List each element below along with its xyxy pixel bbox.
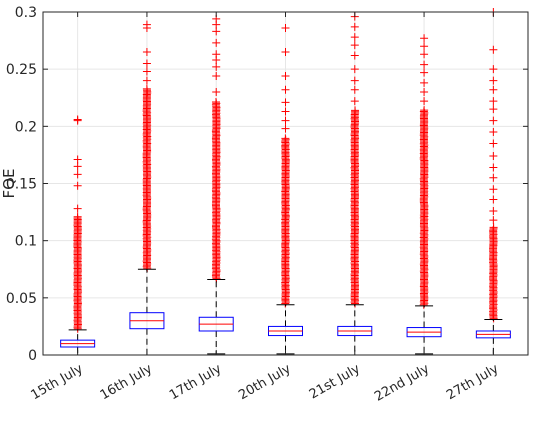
- box-6: [406, 34, 442, 355]
- outlier-marker: [489, 152, 498, 161]
- outlier-marker: [489, 185, 498, 194]
- box-3: [198, 14, 234, 355]
- outlier-marker: [281, 24, 290, 33]
- outlier-marker: [420, 42, 429, 51]
- y-tick-label: 0.2: [15, 119, 37, 135]
- outlier-marker: [73, 181, 82, 190]
- outlier-marker: [281, 72, 290, 81]
- y-tick-label: 0.1: [15, 234, 37, 250]
- outlier-marker: [420, 68, 429, 77]
- outlier-marker: [350, 22, 359, 31]
- outlier-marker: [489, 163, 498, 172]
- outlier-marker: [489, 216, 498, 225]
- box-1: [60, 115, 96, 356]
- outlier-marker: [212, 38, 221, 47]
- outlier-marker: [489, 173, 498, 182]
- outlier-marker: [73, 212, 82, 221]
- outlier-marker: [350, 33, 359, 42]
- y-tick-label: 0: [28, 348, 37, 364]
- x-tick-label: 21st July: [307, 361, 363, 402]
- outlier-marker: [281, 134, 290, 143]
- outlier-marker: [489, 105, 498, 114]
- x-tick-label: 17th July: [167, 361, 224, 403]
- outlier-marker: [350, 41, 359, 50]
- outlier-marker: [212, 50, 221, 59]
- outlier-marker: [212, 27, 221, 36]
- box-2: [129, 20, 165, 356]
- outlier-marker: [212, 62, 221, 71]
- outlier-marker: [489, 97, 498, 106]
- outlier-marker: [489, 116, 498, 125]
- outlier-marker: [350, 51, 359, 60]
- outlier-marker: [142, 59, 151, 68]
- outlier-marker: [73, 204, 82, 213]
- outlier-marker: [350, 76, 359, 85]
- outlier-marker: [142, 84, 151, 93]
- y-axis-label: FQE: [0, 169, 18, 199]
- outlier-marker: [142, 48, 151, 57]
- outlier-marker: [420, 50, 429, 59]
- x-tick-label: 16th July: [98, 361, 155, 403]
- y-tick-label: 0.15: [6, 177, 37, 193]
- x-tick-label: 15th July: [28, 361, 85, 403]
- outlier-marker: [489, 76, 498, 85]
- y-tick-label: 0.25: [6, 62, 37, 78]
- outlier-marker: [281, 48, 290, 57]
- outlier-marker: [489, 223, 498, 232]
- outlier-marker: [281, 124, 290, 133]
- y-axis-ticks: 0 0.05 0.1 0.15 0.2 0.25 0.3: [6, 5, 528, 364]
- outlier-marker: [420, 34, 429, 43]
- outlier-marker: [489, 45, 498, 54]
- outlier-marker: [281, 107, 290, 116]
- outlier-marker: [73, 115, 82, 124]
- outlier-marker: [420, 97, 429, 106]
- x-tick-label: 22nd July: [372, 361, 432, 404]
- box-4: [268, 24, 303, 355]
- outlier-marker: [420, 106, 429, 115]
- outlier-marker: [489, 128, 498, 137]
- outlier-marker: [489, 206, 498, 215]
- x-tick-label: 27th July: [444, 361, 501, 403]
- outlier-marker: [350, 97, 359, 106]
- outlier-marker: [212, 72, 221, 81]
- outlier-marker: [350, 85, 359, 94]
- y-tick-label: 0.3: [15, 5, 37, 21]
- outlier-marker: [211, 97, 220, 106]
- box-5: [337, 12, 373, 356]
- outlier-marker: [142, 20, 151, 29]
- x-axis-ticks: 15th July 16th July 17th July 20th July 21st…: [28, 12, 502, 405]
- axes: 0 0.05 0.1 0.15 0.2 0.25 0.3 15th July 16th Jul…: [0, 5, 529, 405]
- outlier-marker: [212, 88, 221, 97]
- outlier-marker: [420, 60, 429, 69]
- outlier-marker: [142, 76, 151, 85]
- outlier-marker: [73, 155, 82, 164]
- outlier-marker: [351, 106, 360, 115]
- outlier-marker: [489, 195, 498, 204]
- outlier-marker: [489, 85, 498, 94]
- x-tick-label: 20th July: [236, 361, 293, 403]
- outlier-marker: [420, 78, 429, 87]
- y-tick-label: 0.05: [6, 291, 37, 307]
- outlier-marker: [420, 88, 429, 97]
- outlier-marker: [489, 65, 498, 74]
- outlier-marker: [142, 67, 151, 76]
- outlier-marker: [489, 139, 498, 148]
- outlier-marker: [281, 85, 290, 94]
- outlier-marker: [73, 170, 82, 179]
- outlier-marker: [281, 116, 290, 125]
- outlier-marker: [73, 162, 82, 171]
- outlier-marker: [350, 65, 359, 74]
- outlier-marker: [281, 98, 290, 107]
